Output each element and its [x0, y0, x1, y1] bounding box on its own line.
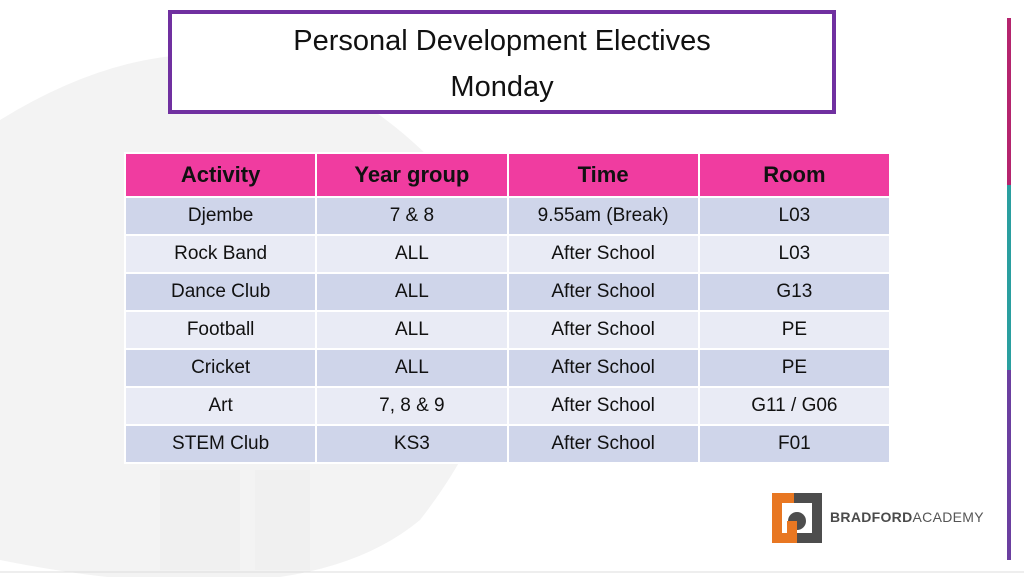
table-cell: ALL: [315, 234, 509, 274]
header-cell: Room: [697, 152, 892, 198]
table-cell: STEM Club: [123, 424, 318, 464]
table-cell: After School: [506, 310, 700, 350]
table-cell: 7 & 8: [315, 196, 509, 236]
table-cell: Art: [123, 386, 318, 426]
bg-shape: [160, 470, 240, 570]
bg-shape: [255, 470, 310, 570]
title-box: Personal Development Electives Monday: [168, 10, 836, 114]
table-row: Rock Band ALL After School L03: [123, 234, 892, 274]
header-cell: Time: [506, 152, 700, 198]
table-cell: After School: [506, 348, 700, 388]
table-cell: G11 / G06: [697, 386, 892, 426]
table-cell: L03: [697, 234, 892, 274]
table-cell: G13: [697, 272, 892, 312]
table-cell: Cricket: [123, 348, 318, 388]
table-cell: 7, 8 & 9: [315, 386, 509, 426]
title-line: Personal Development Electives: [293, 25, 711, 57]
table-cell: Djembe: [123, 196, 318, 236]
table-cell: ALL: [315, 272, 509, 312]
table-cell: 9.55am (Break): [506, 196, 700, 236]
title-line: Monday: [450, 71, 554, 103]
table-row: Dance Club ALL After School G13: [123, 272, 892, 312]
table-row: Football ALL After School PE: [123, 310, 892, 350]
table-cell: KS3: [315, 424, 509, 464]
header-row: Activity Year group Time Room: [123, 152, 892, 198]
header-cell: Activity: [123, 152, 318, 198]
table-cell: PE: [697, 348, 892, 388]
table-cell: ALL: [315, 310, 509, 350]
side-bar: [1007, 18, 1011, 185]
table-cell: After School: [506, 424, 700, 464]
table-row: STEM Club KS3 After School F01: [123, 424, 892, 464]
table-cell: PE: [697, 310, 892, 350]
logo-regular: ACADEMY: [912, 509, 984, 525]
table-cell: Dance Club: [123, 272, 318, 312]
logo-bold: BRADFORD: [830, 509, 913, 525]
table-cell: F01: [697, 424, 892, 464]
table-cell: After School: [506, 386, 700, 426]
table-cell: Rock Band: [123, 234, 318, 274]
side-bar: [1007, 185, 1011, 370]
table-row: Cricket ALL After School PE: [123, 348, 892, 388]
table-cell: After School: [506, 234, 700, 274]
logo-icon: [772, 493, 822, 543]
table: Activity Year group Time Room Djembe 7 & 8 9.5…: [123, 152, 892, 464]
table-cell: Football: [123, 310, 318, 350]
table-row: Art 7, 8 & 9 After School G11 / G06: [123, 386, 892, 426]
table-cell: After School: [506, 272, 700, 312]
logo: BRADFORDACADEMY: [830, 509, 984, 525]
table-cell: L03: [697, 196, 892, 236]
header-cell: Year group: [315, 152, 509, 198]
side-bar: [1007, 370, 1011, 560]
table-cell: ALL: [315, 348, 509, 388]
table-row: Djembe 7 & 8 9.55am (Break) L03: [123, 196, 892, 236]
table-body: Djembe 7 & 8 9.55am (Break) L03 Rock Band ALL…: [123, 196, 892, 464]
